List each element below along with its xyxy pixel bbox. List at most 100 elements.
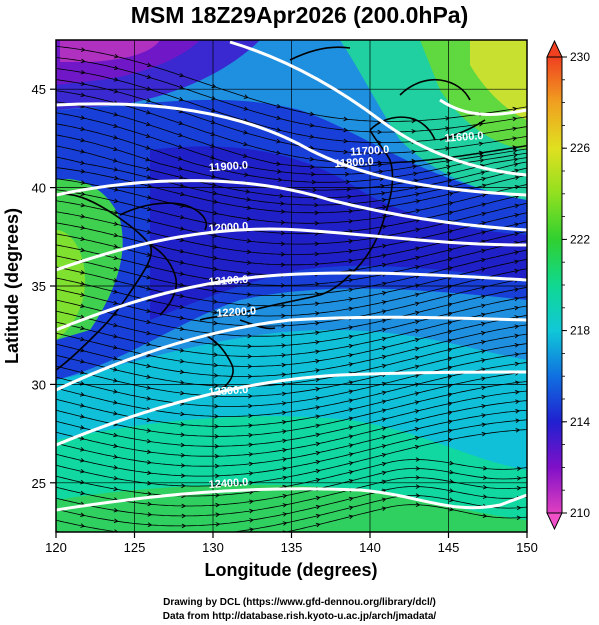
streamline-arrow <box>248 403 253 409</box>
streamline-arrow <box>312 187 318 193</box>
streamline-arrow <box>447 419 453 425</box>
streamline-arrow <box>515 418 521 423</box>
streamline-arrow <box>514 259 520 265</box>
streamline-arrow <box>113 333 119 339</box>
streamline-arrow <box>113 356 119 361</box>
streamline-arrow <box>79 403 85 408</box>
streamline-arrow <box>213 362 219 368</box>
streamline-arrow <box>346 187 352 192</box>
streamline-arrow <box>280 230 286 236</box>
streamline-arrow <box>145 166 151 172</box>
streamline-arrow <box>179 72 185 78</box>
streamline-arrow <box>248 452 254 457</box>
streamline-arrow <box>482 475 488 480</box>
streamline-arrow <box>348 306 354 312</box>
streamline-arrow <box>145 145 151 150</box>
streamline-arrow <box>315 377 321 383</box>
streamline-arrow <box>247 364 253 369</box>
streamline-arrow <box>247 313 252 318</box>
streamline-arrow <box>514 213 520 218</box>
height-contours <box>56 40 527 512</box>
streamline-arrow <box>280 201 285 206</box>
streamline-arrow <box>180 463 186 468</box>
streamline <box>56 46 527 122</box>
streamline <box>56 268 527 317</box>
streamline-arrow <box>414 301 420 307</box>
streamline-arrow <box>114 540 118 544</box>
streamline-arrow <box>79 392 85 397</box>
streamline <box>56 156 527 206</box>
streamline-arrow <box>246 249 252 255</box>
streamline-arrow <box>382 243 387 249</box>
streamline-arrow <box>248 432 254 438</box>
streamline-arrow <box>381 345 387 351</box>
streamline-arrow <box>447 401 453 406</box>
streamline-arrow <box>179 237 185 243</box>
streamline-arrow <box>214 424 220 429</box>
streamline-arrow <box>378 169 384 174</box>
streamline-arrow <box>276 138 282 144</box>
streamline-arrow <box>381 381 387 387</box>
streamline-arrow <box>514 352 520 357</box>
streamline-arrow <box>514 231 520 237</box>
contour-label: 12300.0 <box>208 384 249 399</box>
streamline-arrow <box>315 522 321 528</box>
streamline-arrow <box>243 141 248 147</box>
streamline-arrow <box>377 150 383 156</box>
colorbar-max-triangle <box>546 39 563 58</box>
streamline-arrow <box>448 266 454 271</box>
streamline <box>56 57 527 133</box>
streamline-arrow <box>213 244 218 250</box>
streamline-arrow <box>282 512 288 517</box>
streamline-arrow <box>315 405 321 410</box>
contour-label: 12100.0 <box>208 274 249 289</box>
streamline <box>56 189 527 235</box>
streamline-arrow <box>213 320 219 326</box>
streamline-arrow <box>414 426 420 432</box>
streamline-arrow <box>146 98 152 103</box>
streamline-arrow <box>415 484 421 489</box>
streamline-arrow <box>114 53 120 59</box>
streamline-arrow <box>481 267 486 272</box>
streamline-arrow <box>514 268 520 274</box>
streamline <box>56 200 527 245</box>
y-tick-label: 45 <box>32 82 46 97</box>
streamline-arrow <box>381 262 387 268</box>
streamline-arrow <box>445 146 450 151</box>
streamline-arrow <box>113 146 118 152</box>
streamline-arrow <box>113 167 119 172</box>
streamline-arrow <box>80 325 86 331</box>
streamline-arrow <box>113 175 119 181</box>
contour-label: 11700.0 <box>350 144 390 159</box>
streamline-arrow <box>411 159 417 165</box>
streamline-arrow <box>448 256 454 262</box>
streamline-arrow <box>214 414 219 419</box>
streamline-arrow <box>345 179 351 185</box>
streamline-arrow <box>215 483 220 488</box>
streamline-arrow <box>348 380 354 385</box>
streamline-arrow <box>80 214 86 219</box>
streamline-arrow <box>481 403 487 409</box>
streamline-arrow <box>314 202 319 208</box>
streamline-arrow <box>146 274 152 280</box>
streamline-arrow <box>516 515 522 521</box>
streamline-arrow <box>343 149 349 155</box>
streamline-arrow <box>113 221 119 226</box>
streamline-arrow <box>348 496 354 502</box>
streamline-arrow <box>113 135 119 140</box>
streamline-arrow <box>182 544 186 548</box>
streamline-arrow <box>449 506 455 512</box>
streamline-arrow <box>243 163 249 169</box>
streamline-arrow <box>415 502 421 508</box>
streamline-arrow <box>315 459 321 465</box>
streamline-arrow <box>482 484 488 490</box>
streamline-arrow <box>448 229 454 234</box>
streamline-arrow <box>447 311 453 317</box>
contour-label: 12400.0 <box>208 476 249 491</box>
streamline-arrow <box>113 518 119 524</box>
streamline-arrow <box>146 229 152 235</box>
streamline-arrow <box>80 468 86 474</box>
streamline-arrow <box>147 512 153 517</box>
streamline-arrow <box>179 326 185 332</box>
streamline-arrow <box>146 286 152 291</box>
